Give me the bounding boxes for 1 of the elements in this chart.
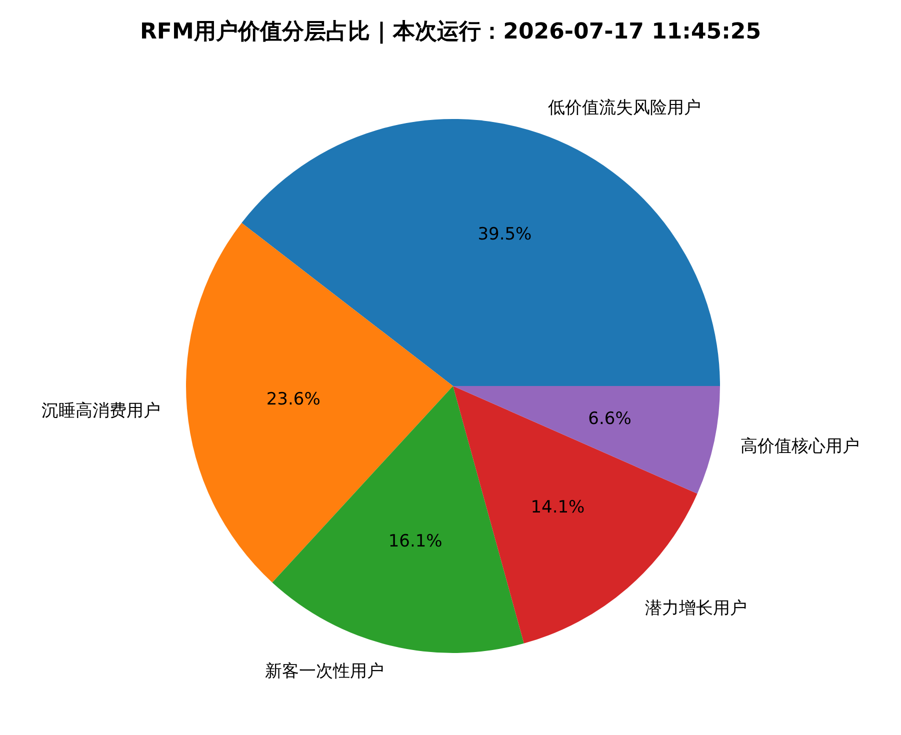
title: RFM用户价值分层占比 | 本次运行：2026-07-17 11:45:25	[140, 20, 762, 44]
